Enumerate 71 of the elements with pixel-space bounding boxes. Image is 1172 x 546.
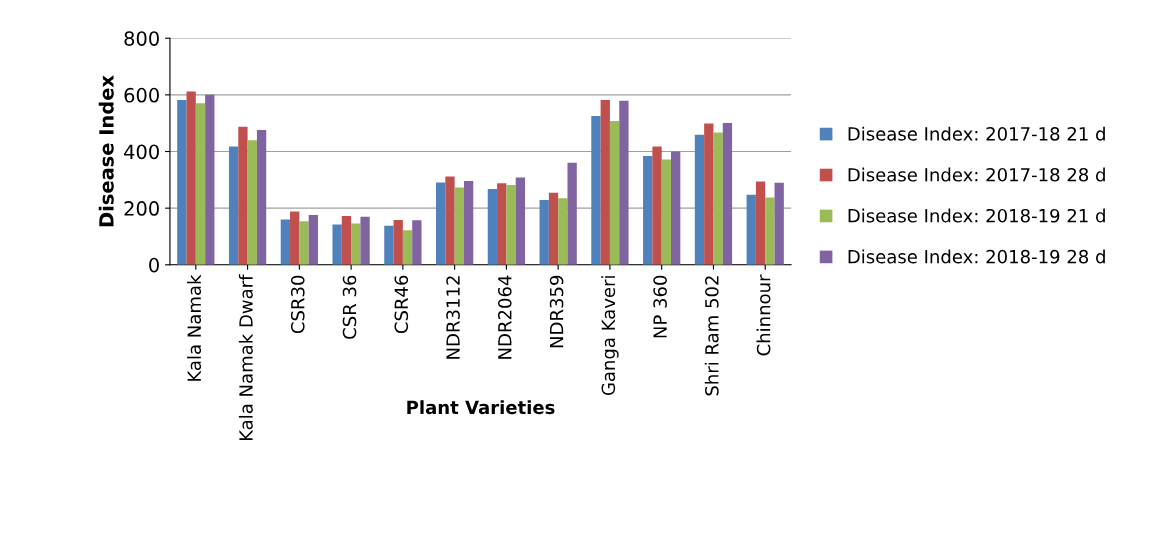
x-tick-label: Kala Namak: [187, 274, 202, 381]
bar: [774, 182, 784, 265]
bar: [600, 99, 610, 265]
x-tick-label: CSR46: [394, 275, 409, 334]
legend-label: Disease Index: 2018-19 28 d: [848, 249, 1105, 264]
x-tick-label: CSR30: [290, 275, 305, 334]
bar: [186, 91, 196, 265]
bar: [299, 221, 309, 265]
x-tick-label: NDR359: [549, 275, 564, 348]
y-tick-label: 800: [124, 31, 159, 46]
bar: [445, 176, 455, 265]
bar: [454, 187, 464, 265]
x-tick-label: CSR 36: [342, 275, 357, 339]
bar: [567, 162, 577, 265]
bar: [205, 94, 215, 265]
bar: [341, 216, 352, 265]
x-axis-title: Plant Varieties: [407, 400, 555, 415]
y-tick-label: 0: [149, 257, 159, 273]
bar: [671, 151, 681, 265]
x-tick-label: Ganga Kaveri: [601, 276, 619, 396]
bar: [609, 120, 620, 265]
bar: [591, 116, 601, 265]
bar: [704, 123, 714, 265]
bar: [436, 182, 446, 265]
bar: [463, 180, 474, 265]
bar: [195, 103, 206, 265]
bar: [652, 146, 662, 265]
bar: [694, 134, 705, 265]
bar: [765, 197, 775, 265]
bar: [548, 192, 559, 265]
bar: [308, 214, 318, 265]
bar: [384, 225, 394, 265]
bar: [332, 224, 342, 265]
bar: [360, 216, 370, 265]
bar: [290, 211, 300, 265]
bar: [256, 129, 267, 265]
bar: [238, 126, 248, 265]
y-tick-label: 600: [124, 87, 159, 103]
bar: [247, 140, 257, 265]
bar: [558, 198, 568, 265]
bar: [393, 220, 403, 265]
x-tick-label: Shri Ram 502: [704, 276, 719, 396]
x-tick-label: NDR3112: [446, 276, 460, 359]
bar: [755, 181, 766, 265]
y-tick-label: 400: [124, 144, 159, 160]
bar: [506, 184, 516, 265]
bar: [515, 177, 526, 265]
bar: [661, 159, 672, 265]
bar: [402, 230, 413, 265]
bar: [280, 219, 291, 265]
y-axis-title: Disease Index: [98, 75, 114, 227]
bar: [619, 100, 629, 265]
bar: [177, 99, 187, 265]
y-tick-label: 200: [124, 201, 159, 216]
bar: [539, 199, 549, 265]
x-tick-label: Chinnour: [756, 274, 771, 356]
bar: [412, 220, 422, 265]
bar: [722, 122, 733, 265]
bar: [746, 194, 756, 265]
bar: [228, 146, 239, 265]
x-tick-label: NP 360: [653, 275, 667, 338]
x-tick-label: Kala Namak Dwarf: [238, 274, 253, 441]
bar: [487, 188, 498, 265]
bar: [351, 223, 361, 265]
bar: [713, 132, 723, 265]
legend-label: Disease Index: 2017-18 21 d: [848, 126, 1105, 141]
bar: [497, 183, 507, 265]
bar: [643, 156, 653, 265]
legend-label: Disease Index: 2018-19 21 d: [848, 208, 1105, 223]
x-tick-label: NDR2064: [497, 275, 512, 359]
legend-label: Disease Index: 2017-18 28 d: [848, 167, 1105, 182]
